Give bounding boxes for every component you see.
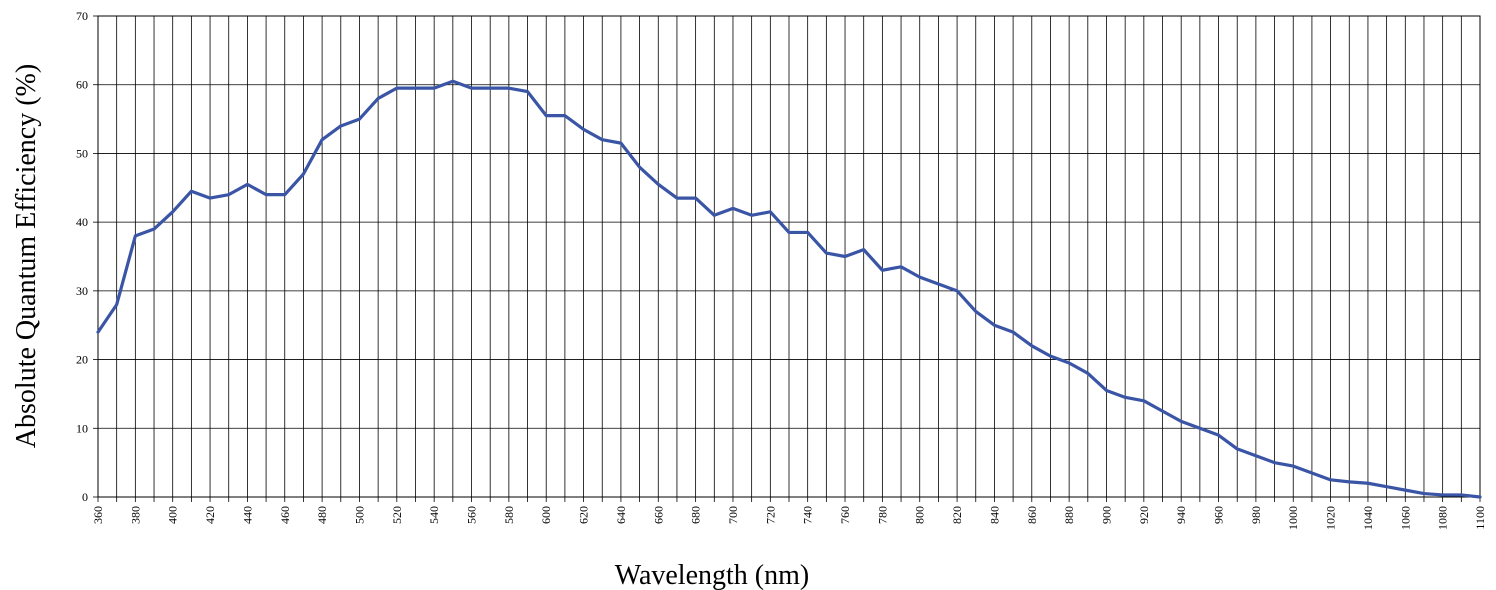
plot-frame	[97, 15, 1481, 498]
x-tick-label: 500	[352, 506, 366, 524]
x-tick-label: 960	[1212, 506, 1226, 524]
y-tick-label: 50	[76, 146, 88, 160]
x-tick-label: 720	[763, 506, 777, 524]
x-tick-label: 1000	[1286, 506, 1300, 530]
x-tick-label: 360	[91, 506, 105, 524]
x-tick-label: 860	[1025, 506, 1039, 524]
x-tick-label: 560	[465, 506, 479, 524]
y-tick-label: 60	[76, 78, 88, 92]
x-tick-label: 980	[1249, 506, 1263, 524]
x-tick-label: 1060	[1398, 506, 1412, 530]
grid	[98, 16, 1480, 497]
x-tick-label: 780	[875, 506, 889, 524]
x-tick-label: 820	[950, 506, 964, 524]
x-tick-label: 800	[913, 506, 927, 524]
series-line	[96, 79, 1482, 499]
x-axis-title: Wavelength (nm)	[615, 560, 809, 590]
x-tick-label: 1040	[1361, 506, 1375, 530]
x-tick-label: 660	[651, 506, 665, 524]
x-tick-label: 740	[801, 506, 815, 524]
x-tick-label: 900	[1099, 506, 1113, 524]
axes	[93, 15, 1481, 502]
x-tick-label: 920	[1137, 506, 1151, 524]
x-tick-label: 680	[689, 506, 703, 524]
x-tick-label: 460	[278, 506, 292, 524]
x-tick-label: 840	[987, 506, 1001, 524]
x-tick-label: 400	[166, 506, 180, 524]
x-tick-label: 520	[390, 506, 404, 524]
x-tick-label: 380	[128, 506, 142, 524]
series	[96, 79, 1482, 499]
x-tick-label: 420	[203, 506, 217, 524]
y-tick-label: 70	[76, 9, 88, 23]
x-tick-label: 1080	[1436, 506, 1450, 530]
x-tick-label: 760	[838, 506, 852, 524]
x-tick-label: 880	[1062, 506, 1076, 524]
x-tick-label: 1100	[1473, 506, 1487, 530]
x-tick-label: 600	[539, 506, 553, 524]
x-tick-label: 440	[240, 506, 254, 524]
x-tick-label: 480	[315, 506, 329, 524]
y-tick-label: 10	[76, 421, 88, 435]
x-tick-label: 540	[427, 506, 441, 524]
x-tick-label: 940	[1174, 506, 1188, 524]
x-tick-label: 580	[502, 506, 516, 524]
y-tick-label: 40	[76, 215, 88, 229]
x-tick-label: 700	[726, 506, 740, 524]
y-tick-label: 30	[76, 284, 88, 298]
y-tick-label: 20	[76, 353, 88, 367]
x-tick-label: 620	[577, 506, 591, 524]
x-tick-label: 640	[614, 506, 628, 524]
y-axis-title: Absolute Quantum Efficiency (%)	[11, 64, 42, 448]
x-tick-label: 1020	[1324, 506, 1338, 530]
y-tick-label: 0	[82, 490, 88, 504]
